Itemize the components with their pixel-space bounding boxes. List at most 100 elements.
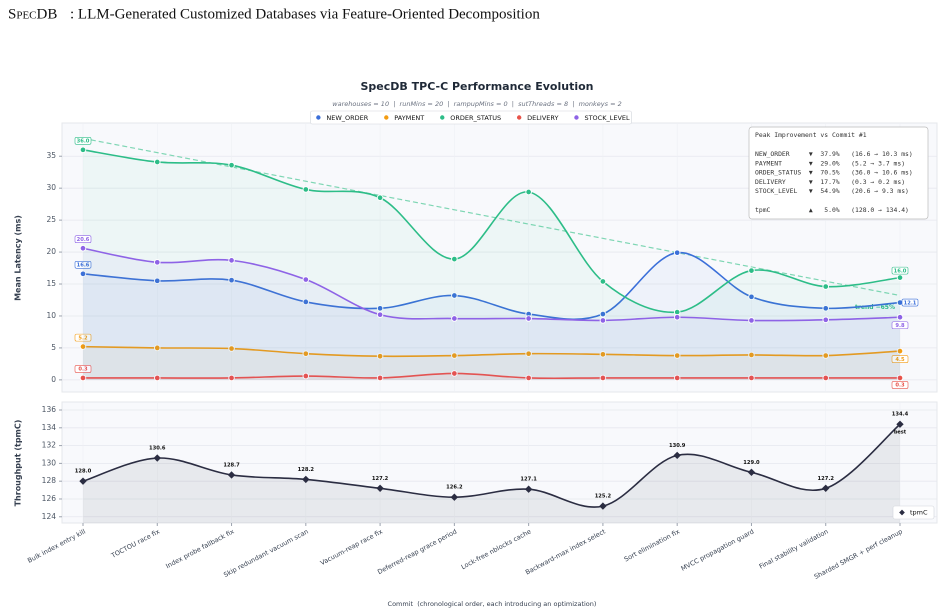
area — [83, 424, 900, 523]
legend-marker — [316, 115, 321, 120]
x-tick-label: Index probe fallback fix — [164, 527, 235, 570]
point — [154, 374, 161, 382]
legend-item: DELIVERY — [516, 114, 558, 122]
point — [599, 278, 607, 285]
legend-label: tpmC — [910, 509, 928, 517]
point — [599, 374, 607, 382]
legend-box — [892, 505, 935, 520]
point — [599, 310, 607, 318]
value-label-box — [74, 137, 92, 145]
legend-box — [310, 110, 632, 125]
value-label-text: 20.6 — [77, 237, 90, 243]
point — [79, 146, 87, 154]
value-label-text: 0.3 — [78, 367, 88, 373]
point — [228, 161, 235, 169]
point — [302, 276, 310, 283]
value-label-box — [74, 235, 92, 244]
value-label: 125.2 — [595, 494, 612, 500]
point — [228, 276, 235, 284]
y-axis-label: Throughput (tpmC) — [14, 420, 23, 507]
point — [376, 311, 384, 318]
value-label: 130.6 — [149, 446, 166, 452]
value-label: 20.6 — [74, 235, 92, 244]
point — [376, 305, 384, 312]
line — [82, 247, 901, 322]
point — [896, 420, 904, 428]
point — [79, 244, 87, 252]
x-tick-label: MVCC propagation guard — [680, 527, 756, 572]
area — [83, 252, 900, 380]
point — [525, 374, 532, 382]
value-label: 16.0 — [891, 266, 909, 274]
point — [376, 352, 384, 360]
value-label-text: 16.0 — [894, 268, 907, 274]
point — [748, 293, 755, 301]
y-tick-label: 25 — [46, 215, 56, 224]
value-label: 0.3 — [74, 365, 92, 373]
point — [896, 313, 904, 321]
plot-area — [61, 401, 938, 524]
value-label-box — [891, 381, 909, 389]
point — [896, 347, 904, 355]
best-label: best — [894, 430, 907, 436]
x-tick-label: Bulk index entry kill — [26, 527, 87, 564]
value-label-text: 4.5 — [895, 357, 905, 363]
legend-marker — [516, 115, 522, 120]
value-label-text: 5.2 — [78, 335, 88, 341]
point — [599, 502, 607, 510]
point — [154, 259, 161, 266]
value-label-text: 12.1 — [904, 300, 917, 306]
area — [83, 248, 900, 380]
point — [79, 270, 87, 278]
annotation-line: tpmC ▲ 5.0% (128.0 → 134.4) — [755, 206, 909, 214]
point — [153, 454, 161, 462]
point — [747, 468, 756, 476]
value-label: 4.5 — [891, 355, 909, 363]
annotation-title: Peak Improvement vs Commit #1 — [755, 131, 867, 139]
point — [822, 352, 829, 359]
point — [748, 351, 755, 359]
point — [673, 374, 681, 382]
point — [154, 158, 161, 166]
x-tick-label: Deferred-reap grace period — [376, 527, 458, 576]
x-tick-label: Final stability validation — [758, 527, 830, 570]
legend-marker — [574, 115, 579, 120]
value-label-box — [74, 260, 92, 269]
y-tick-label: 124 — [42, 512, 57, 521]
point — [673, 249, 681, 256]
point — [525, 188, 532, 196]
legend-item: STOCK_LEVEL — [574, 114, 630, 122]
value-label: 9.8 — [891, 321, 909, 330]
annotation-box — [748, 126, 929, 220]
legend-label: STOCK_LEVEL — [584, 114, 630, 122]
legend-marker — [384, 115, 389, 120]
point — [673, 313, 681, 321]
legend-label: NEW_ORDER — [326, 114, 368, 122]
line — [82, 372, 900, 380]
value-label-text: 9.8 — [895, 323, 905, 329]
value-label: 36.0 — [74, 137, 92, 145]
y-tick-label: 136 — [42, 405, 57, 414]
y-tick-label: 0 — [51, 375, 56, 384]
header-title: : LLM-Generated Customized Databases via… — [70, 6, 540, 22]
point — [451, 352, 458, 359]
point — [822, 283, 829, 290]
point — [748, 267, 755, 274]
x-tick-label: Sort elimination fix — [623, 527, 681, 563]
y-tick-label: 134 — [42, 423, 57, 432]
point — [599, 351, 607, 358]
y-tick-label: 126 — [42, 494, 57, 503]
point — [673, 352, 681, 359]
x-tick-label: Backward-max index select — [524, 527, 607, 576]
point — [673, 451, 681, 460]
value-label: 127.2 — [372, 476, 389, 482]
y-tick-label: 5 — [51, 343, 56, 352]
point — [376, 374, 384, 382]
x-tick-label: Lock-free nblocks cache — [460, 527, 533, 571]
legend-label: ORDER_STATUS — [450, 114, 501, 122]
point — [450, 493, 459, 501]
point — [822, 374, 829, 382]
annotation-line: PAYMENT ▼ 29.0% (5.2 → 3.7 ms) — [755, 159, 905, 167]
point — [451, 370, 458, 377]
value-label-box — [74, 333, 92, 342]
